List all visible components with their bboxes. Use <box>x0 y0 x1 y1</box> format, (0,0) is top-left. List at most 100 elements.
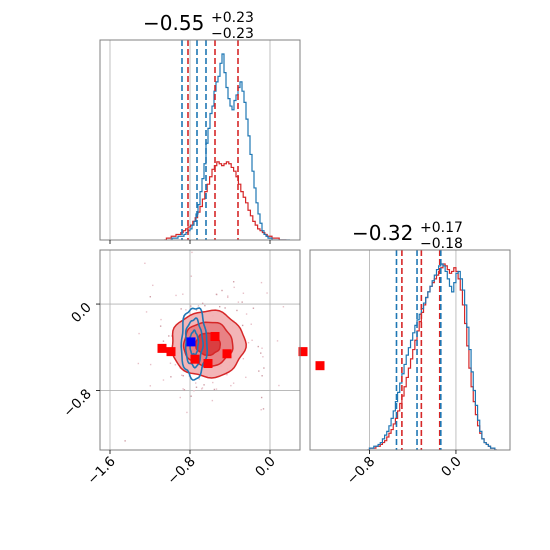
y-tick-label-p1: 0.0 <box>68 300 95 327</box>
sample-point <box>169 362 172 364</box>
marker-red <box>166 347 176 357</box>
sample-point <box>201 302 204 305</box>
sample-point <box>224 307 226 309</box>
sample-point <box>181 374 183 376</box>
sample-point <box>137 362 140 365</box>
x-tick-label-p1: −0.8 <box>344 454 378 488</box>
sample-point <box>197 305 200 307</box>
title-p0-plus: +0.23 <box>211 10 254 26</box>
panel-frame <box>309 249 511 451</box>
sample-point <box>258 370 260 372</box>
sample-point <box>191 251 193 254</box>
sample-point <box>215 293 218 296</box>
scatter-contour-panel <box>100 250 327 450</box>
sample-point <box>182 293 184 295</box>
sample-point <box>241 324 244 327</box>
sample-point <box>260 281 263 284</box>
sample-point <box>227 295 229 297</box>
marker-red <box>157 343 167 353</box>
title-p1-plus: +0.17 <box>420 220 463 236</box>
contour-blue <box>180 307 209 381</box>
sample-point <box>160 318 162 321</box>
sample-point <box>179 396 181 399</box>
sample-point <box>201 387 204 389</box>
sample-point <box>198 378 201 380</box>
sample-point <box>170 376 172 378</box>
sample-point <box>212 381 214 384</box>
marker-blue <box>186 337 196 347</box>
sample-point <box>247 341 250 344</box>
title-p1-minus: −0.18 <box>420 236 463 252</box>
histogram-p1-red <box>367 263 498 450</box>
sample-point <box>149 363 152 366</box>
sample-point <box>278 384 280 387</box>
sample-point <box>263 367 265 369</box>
sample-point <box>175 294 177 297</box>
histogram-p0-blue <box>170 53 290 240</box>
sample-point <box>232 382 235 384</box>
sample-point <box>226 373 228 376</box>
title-p0-minus: −0.23 <box>211 26 254 42</box>
sample-point <box>232 281 235 283</box>
sample-point <box>190 275 193 277</box>
sample-point <box>276 340 279 342</box>
panel-frame <box>99 39 301 241</box>
sample-point <box>241 301 243 303</box>
sample-point <box>257 345 259 348</box>
sample-point <box>195 386 198 388</box>
sample-point <box>180 308 182 310</box>
sample-point <box>152 284 154 287</box>
y-tick-label-p1: −0.8 <box>60 386 94 420</box>
sample-point <box>194 382 197 384</box>
sample-point <box>227 296 229 299</box>
sample-point <box>230 384 232 387</box>
title-p0-main: −0.55 <box>143 11 204 35</box>
sample-point <box>250 323 252 325</box>
sample-point <box>182 375 184 377</box>
sample-point <box>251 339 253 342</box>
sample-point <box>261 347 263 349</box>
panel-frame <box>99 249 301 451</box>
sample-point <box>124 440 126 442</box>
x-tick-label-p1: 0.0 <box>438 454 465 481</box>
sample-point <box>260 352 262 354</box>
sample-point <box>213 388 216 391</box>
sample-point <box>190 395 192 397</box>
x-tick-label-p0: −0.8 <box>164 454 198 488</box>
marker-red <box>315 361 325 371</box>
histogram-p1-panel <box>367 250 498 450</box>
sample-point <box>211 399 214 402</box>
sample-point <box>218 305 221 308</box>
sample-point <box>260 396 263 399</box>
sample-point <box>168 335 170 337</box>
sample-point <box>260 409 262 411</box>
marker-red <box>222 349 232 359</box>
sample-point <box>215 388 218 390</box>
histogram-p0-panel <box>109 40 290 240</box>
sample-point <box>326 333 327 334</box>
sample-point <box>204 304 206 307</box>
sample-point <box>190 305 192 307</box>
x-tick-label-p0: 0.0 <box>252 454 279 481</box>
sample-point <box>221 289 223 292</box>
sample-point <box>237 301 240 303</box>
sample-point <box>201 388 203 390</box>
sample-point <box>195 309 198 311</box>
sample-point <box>266 292 268 294</box>
sample-point <box>185 309 187 311</box>
marker-red <box>210 331 220 341</box>
sample-point <box>236 309 238 312</box>
sample-point <box>245 376 247 379</box>
sample-point <box>149 296 152 298</box>
sample-point <box>262 408 265 410</box>
sample-point <box>282 306 285 308</box>
sample-point <box>171 335 173 337</box>
sample-point <box>144 262 146 265</box>
sample-point <box>145 311 148 313</box>
sample-point <box>159 325 162 327</box>
histogram-p1-blue <box>367 263 498 450</box>
marker-red <box>203 359 213 369</box>
sample-point <box>149 385 152 387</box>
sample-point <box>182 388 184 390</box>
